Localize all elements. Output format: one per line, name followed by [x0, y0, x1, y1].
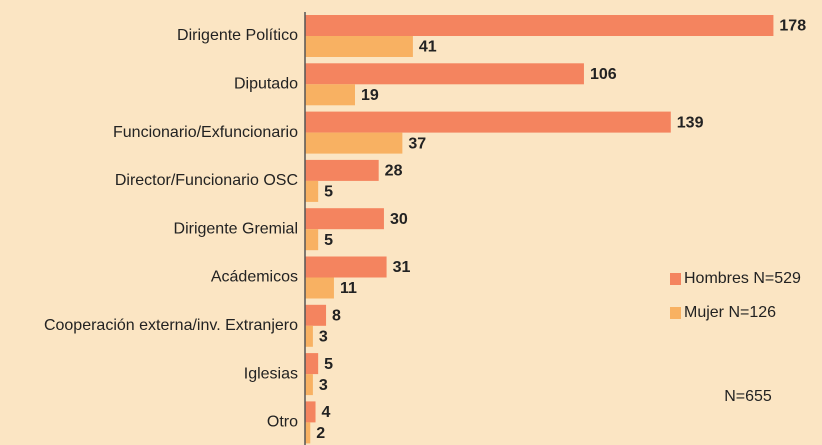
bar — [305, 277, 334, 299]
bar — [305, 159, 379, 181]
annotation: N=655 — [724, 388, 772, 405]
legend-label: Mujer N=126 — [684, 304, 776, 321]
category-label: Director/Funcionario OSC — [115, 172, 298, 189]
category-label: Iglesias — [244, 365, 298, 382]
value-label: 37 — [408, 135, 426, 152]
value-label: 8 — [332, 308, 341, 325]
legend-swatch — [670, 307, 681, 319]
value-label: 5 — [324, 356, 333, 373]
legend-label: Hombres N=529 — [684, 270, 801, 287]
category-label: Dirigente Gremial — [174, 220, 298, 237]
category-label: Cooperación externa/inv. Extranjero — [44, 317, 298, 334]
bar — [305, 304, 327, 326]
category-label: Dirigente Político — [177, 27, 298, 44]
value-label: 3 — [319, 377, 328, 394]
value-label: 30 — [390, 211, 408, 228]
bar — [305, 132, 403, 154]
bar — [305, 63, 584, 85]
category-label: Diputado — [234, 76, 298, 93]
value-label: 19 — [361, 87, 379, 104]
value-label: 106 — [590, 66, 617, 83]
bar — [305, 353, 319, 375]
bar — [305, 180, 319, 202]
value-label: 178 — [779, 18, 806, 35]
value-label: 5 — [324, 184, 333, 201]
bar — [305, 256, 387, 278]
category-label: Acádemicos — [211, 269, 298, 286]
value-label: 11 — [340, 280, 357, 297]
bar — [305, 15, 774, 36]
bar — [305, 208, 384, 230]
bar — [305, 325, 313, 347]
bar — [305, 84, 355, 106]
bar — [305, 374, 313, 396]
bar — [305, 422, 311, 444]
value-label: 41 — [419, 39, 437, 56]
category-label: Funcionario/Exfuncionario — [113, 124, 298, 141]
bar — [305, 229, 319, 251]
bar — [305, 111, 671, 133]
bar — [305, 401, 316, 423]
legend-swatch — [670, 273, 681, 285]
value-label: 28 — [385, 163, 403, 180]
value-label: 139 — [677, 114, 704, 131]
value-label: 5 — [324, 232, 333, 249]
value-label: 3 — [319, 329, 328, 346]
value-label: 31 — [393, 259, 411, 276]
category-label: Otro — [267, 414, 298, 431]
bar — [305, 36, 413, 57]
value-label: 2 — [316, 425, 325, 442]
value-label: 4 — [322, 404, 331, 421]
